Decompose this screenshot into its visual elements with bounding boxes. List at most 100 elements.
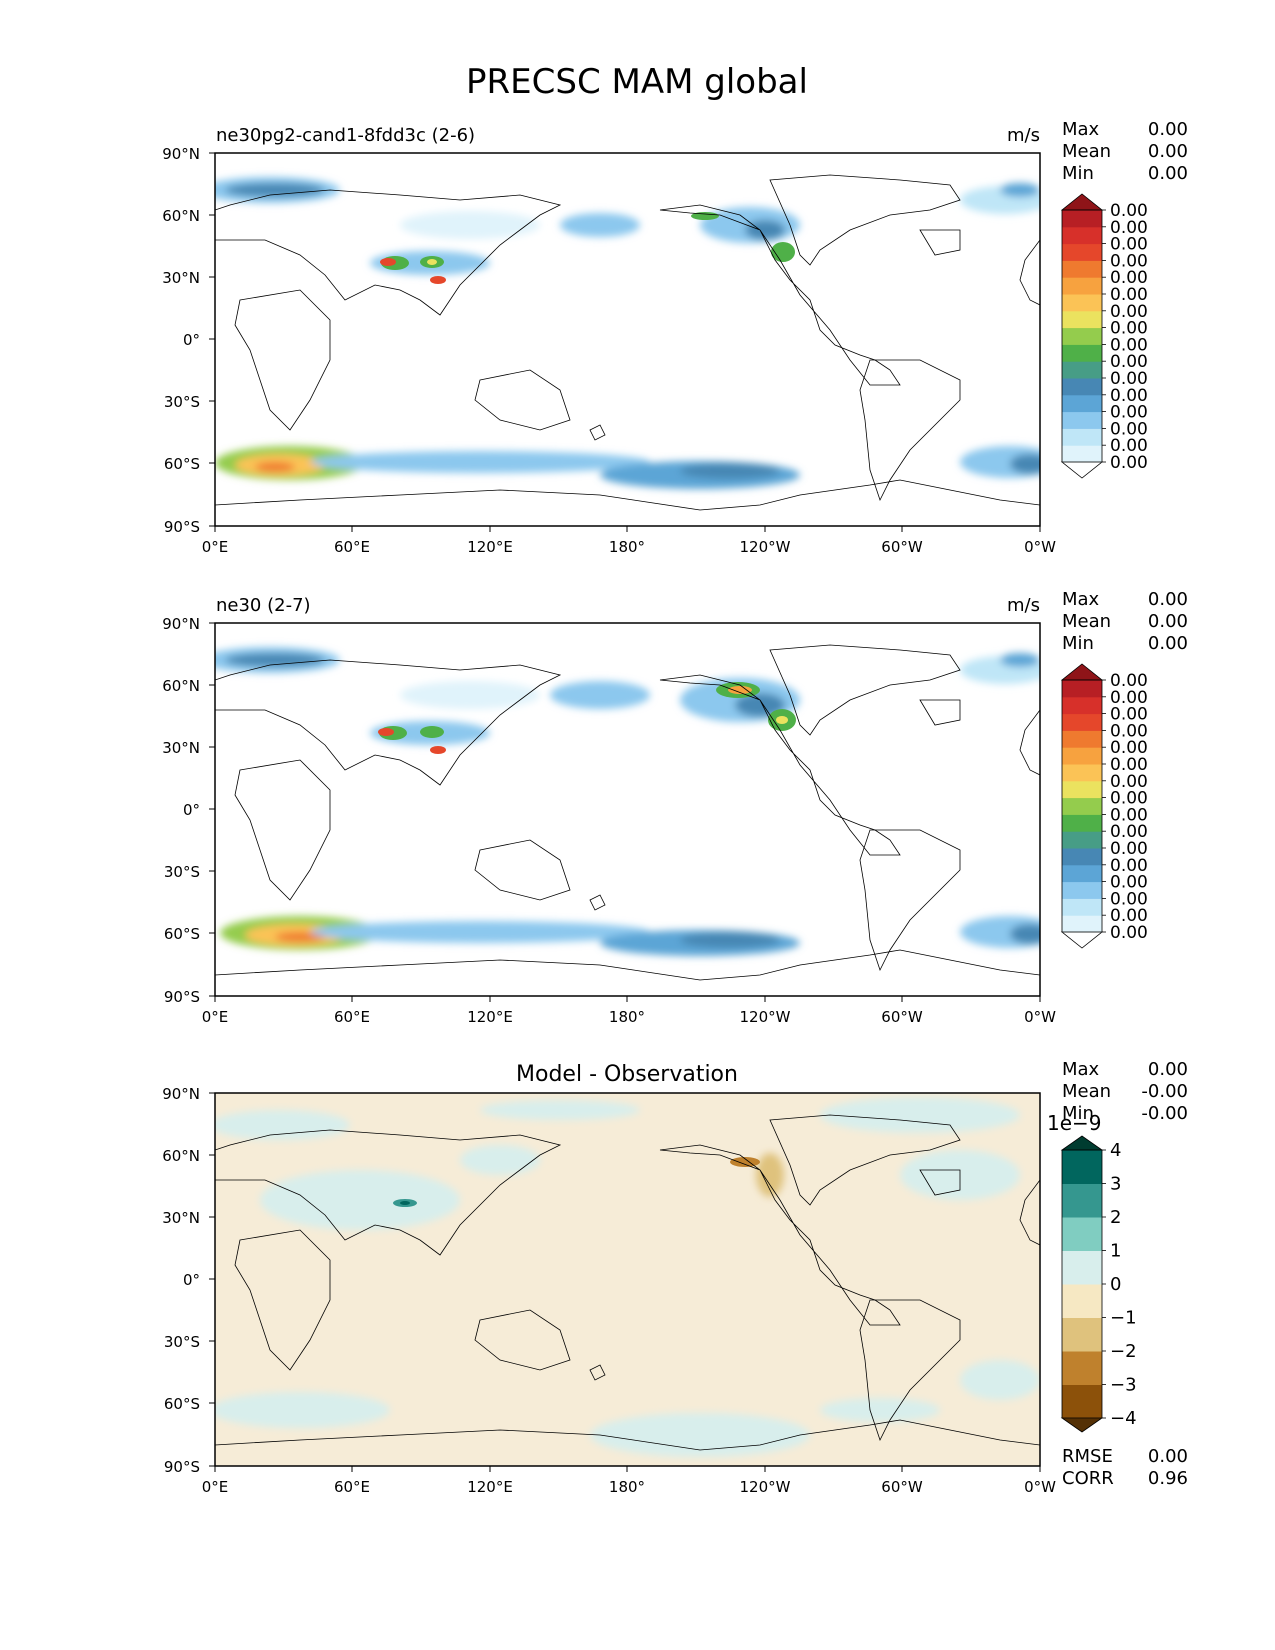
stat-label: Mean [1062, 1081, 1111, 1102]
colorbar-bin [1062, 764, 1102, 782]
lat-tick-label: 60°N [162, 1147, 200, 1165]
colorbar-bin [1062, 814, 1102, 832]
colorbar-tick-label: 0.00 [1110, 889, 1148, 909]
lat-tick-label: 60°S [164, 925, 200, 943]
stat-value: -0.00 [1141, 1081, 1188, 1102]
colorbar-bin [1062, 696, 1102, 715]
colorbar-tick-label: 0.00 [1110, 218, 1148, 238]
colorbar-bin [1062, 1150, 1102, 1184]
colorbar-bin [1062, 831, 1102, 849]
precip-hotspots [380, 212, 795, 284]
lat-tick-label: 60°N [162, 677, 200, 695]
coastlines [215, 174, 1040, 511]
colorbar-bin [1062, 864, 1102, 883]
colorbar-bin [1062, 848, 1102, 866]
colorbar-bin [1062, 226, 1102, 245]
stat-value: 0.00 [1148, 633, 1188, 654]
stats-block: Max 0.00 Mean 0.00 Min 0.00 [1062, 589, 1188, 654]
colorbar-tick-label: 0.00 [1110, 822, 1148, 842]
precip-hotspots [378, 682, 796, 754]
colorbar-bin [1062, 1384, 1102, 1419]
colorbar: 0.000.000.000.000.000.000.000.000.000.00… [1060, 193, 1148, 479]
lat-axis: 90°N 60°N 30°N 0° 30°S 60°S 90°S [162, 615, 215, 1006]
colorbar-bin [1062, 243, 1102, 261]
colorbar-tick-label: 0.00 [1110, 285, 1148, 305]
lon-tick-label: 60°W [881, 1008, 923, 1026]
map-area [215, 623, 1040, 996]
colorbar-extend-max [1060, 193, 1104, 211]
lon-tick-label: 60°E [334, 1008, 370, 1026]
coastlines [215, 1114, 1040, 1451]
colorbar-tick-label: 0.00 [1110, 705, 1148, 725]
stat-value: 0.00 [1148, 1446, 1188, 1467]
colorbar-bin [1062, 210, 1102, 228]
colorbar-tick-label: 0.00 [1110, 805, 1148, 825]
panel-title-left: ne30 (2-7) [216, 595, 311, 616]
panel-title-left: ne30pg2-cand1-8fdd3c (2-6) [216, 125, 475, 146]
colorbar-tick-label: −1 [1110, 1308, 1137, 1329]
colorbar-bin [1062, 898, 1102, 916]
lon-tick-label: 120°W [740, 1008, 791, 1026]
stat-label: Max [1062, 1059, 1100, 1080]
colorbar-tick-label: −3 [1110, 1375, 1137, 1396]
lon-tick-label: 0°W [1024, 538, 1056, 556]
colorbar-bin [1062, 310, 1102, 329]
colorbar-tick-label: 0 [1110, 1274, 1121, 1295]
colorbar-tick-label: 0.00 [1110, 923, 1148, 943]
colorbar-tick-label: 1 [1110, 1241, 1121, 1262]
colorbar-bin [1062, 327, 1102, 345]
colorbar-tick-label: 0.00 [1110, 671, 1148, 691]
lat-tick-label: 90°N [162, 145, 200, 163]
colorbar-bin [1062, 394, 1102, 413]
panel-units: m/s [1007, 125, 1040, 146]
lon-tick-label: 60°E [334, 1478, 370, 1496]
colorbar-tick-label: 0.00 [1110, 839, 1148, 859]
lon-tick-label: 0°E [202, 1008, 229, 1026]
colorbar-tick-label: 0.00 [1110, 352, 1148, 372]
colorbar-bin [1062, 797, 1102, 815]
colorbar-tick-label: 0.00 [1110, 335, 1148, 355]
colorbar-bin [1062, 411, 1102, 429]
lat-tick-label: 30°S [164, 1333, 200, 1351]
stat-value: -0.00 [1141, 1103, 1188, 1124]
stat-label: Min [1062, 1103, 1094, 1124]
colorbar-outline [1061, 209, 1103, 463]
stat-label: Mean [1062, 141, 1111, 162]
colorbar-tick-label: 0.00 [1110, 201, 1148, 221]
stat-value: 0.00 [1148, 1059, 1188, 1080]
colorbar-bin [1062, 915, 1102, 933]
lat-tick-label: 30°S [164, 393, 200, 411]
colorbar-tick-label: 0.00 [1110, 369, 1148, 389]
colorbar-bin [1062, 881, 1102, 899]
stat-value: 0.00 [1148, 163, 1188, 184]
lat-tick-label: 90°N [162, 615, 200, 633]
diff-field [215, 1097, 1040, 1457]
colorbar-tick-label: 0.00 [1110, 873, 1148, 893]
colorbar-bin [1062, 428, 1102, 446]
colorbar-bin [1062, 260, 1102, 278]
colorbar: 0.000.000.000.000.000.000.000.000.000.00… [1060, 663, 1148, 949]
colorbar-tick-label: 0.00 [1110, 302, 1148, 322]
precip-field [215, 647, 1040, 956]
stat-value: 0.00 [1148, 119, 1188, 140]
lon-tick-label: 120°W [740, 1478, 791, 1496]
colorbar: −4 −3 −2 −1 0 1 2 3 4 [1060, 1135, 1137, 1433]
stats-block: Max 0.00 Mean 0.00 Min 0.00 [1062, 119, 1188, 184]
colorbar-bin [1062, 730, 1102, 748]
colorbar-tick-label: 0.00 [1110, 235, 1148, 255]
colorbar-tick-label: 0.00 [1110, 403, 1148, 423]
lat-tick-label: 60°S [164, 455, 200, 473]
map-area [215, 153, 1040, 526]
panel-0: ne30pg2-cand1-8fdd3c (2-6) m/s [162, 119, 1188, 556]
colorbar-extend-max [1060, 663, 1104, 681]
lon-axis: 0°E 60°E 120°E 180° 120°W 60°W 0°W [202, 1466, 1056, 1496]
lon-tick-label: 180° [609, 1008, 645, 1026]
colorbar-bin [1062, 294, 1102, 312]
lat-tick-label: 60°N [162, 207, 200, 225]
colorbar-tick-label: 0.00 [1110, 772, 1148, 792]
lon-tick-label: 0°E [202, 538, 229, 556]
colorbar-bin [1062, 378, 1102, 396]
colorbar-offset-label: 1e−9 [1047, 1111, 1102, 1135]
lat-tick-label: 30°N [162, 1209, 200, 1227]
